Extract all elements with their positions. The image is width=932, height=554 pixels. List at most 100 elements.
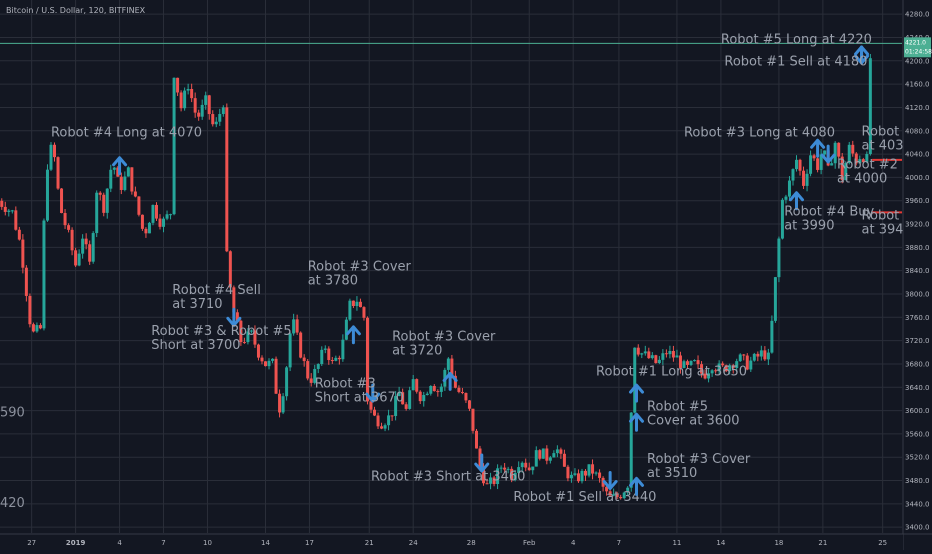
candle-body (752, 353, 756, 361)
candle-body (116, 167, 120, 177)
candle-body (591, 464, 595, 474)
candle-body (661, 353, 665, 360)
candle-body (313, 368, 317, 383)
candle-body (439, 386, 443, 392)
annotation-text: Robot #1 Sell at 3440 (513, 490, 656, 505)
arrow-head (810, 138, 826, 149)
annotation-text: Robot #3 Cover (392, 330, 496, 345)
candle-body (538, 450, 542, 459)
time-tick-label: 18 (774, 539, 783, 547)
candle-body (868, 58, 872, 155)
arrow-down-icon (226, 307, 242, 327)
annotation-text: at 3780 (308, 274, 358, 289)
candle-body (464, 392, 468, 401)
candle-body (654, 355, 658, 363)
annotation-text: Robot #3 & Robot #5 (151, 324, 291, 339)
candle-body (453, 375, 457, 388)
candle-body (126, 167, 130, 177)
price-tick-label: 4200.0 (905, 57, 930, 65)
candle-body (531, 466, 535, 471)
candle-body (292, 319, 296, 334)
price-tick-label: 3600.0 (905, 407, 930, 415)
candle-body (524, 462, 528, 468)
candle-body (830, 163, 834, 166)
time-tick-label: 14 (261, 539, 270, 547)
candle-body (193, 98, 197, 113)
arrow-head (345, 325, 361, 336)
candle-body (316, 364, 320, 369)
candle-body (320, 349, 324, 365)
annotation-text: Robot #4 Buy (784, 204, 874, 219)
candle-body (119, 176, 123, 190)
candle-body (309, 378, 313, 383)
candle-body (450, 358, 454, 376)
candle-body (837, 142, 841, 157)
candle-body (176, 77, 180, 93)
candle-body (823, 150, 827, 155)
candle-body (422, 395, 426, 402)
arrow-up-icon (789, 191, 805, 211)
candle-body (446, 358, 450, 370)
candle-body (721, 363, 725, 366)
candle-body (225, 107, 229, 252)
candle-body (415, 379, 419, 392)
candle-body (805, 173, 809, 186)
time-axis[interactable]: 27 2019 4 7 10 14 17 21 24 28 Feb 4 7 11 14 18 21 25 (0, 533, 932, 550)
candle-body (770, 320, 774, 353)
candle-body (682, 361, 686, 368)
candle-body (179, 92, 183, 109)
candle-body (295, 319, 299, 333)
candle-body (471, 408, 475, 431)
candle-body (246, 331, 250, 343)
candle-body (334, 357, 338, 361)
candlestick-series[interactable] (0, 53, 872, 500)
price-tick-label: 4120.0 (905, 104, 930, 112)
candle-body (510, 468, 514, 480)
annotation-text: at 3940 (862, 222, 912, 237)
candle-body (14, 210, 18, 230)
candle-body (576, 473, 580, 482)
candle-body (724, 365, 728, 372)
annotation-robot1-sell-3440: Robot #1 Sell at 3440 (513, 471, 656, 505)
annotation-text: Robot #5 (647, 400, 708, 415)
price-tick-label: 3880.0 (905, 244, 930, 252)
price-tick-label: 3400.0 (905, 524, 930, 532)
candle-body (580, 470, 584, 482)
candle-body (158, 218, 162, 227)
candle-body (517, 467, 521, 473)
candle-body (759, 350, 763, 357)
candle-body (851, 144, 855, 154)
price-tick-label: 3960.0 (905, 197, 930, 205)
candle-body (207, 95, 211, 115)
candle-body (390, 415, 394, 417)
annotation-text: Robot #3 Cover (308, 260, 412, 275)
candle-body (242, 342, 246, 344)
candle-body (204, 95, 208, 105)
candle-body (45, 169, 49, 221)
candle-body (221, 107, 225, 114)
candle-body (260, 357, 264, 362)
candle-body (21, 239, 25, 268)
candle-body (436, 391, 440, 393)
candle-body (541, 448, 545, 459)
time-tick-label: 4 (117, 539, 122, 547)
candle-body (425, 393, 429, 396)
price-tick-label: 3720.0 (905, 337, 930, 345)
arrow-down-icon (854, 45, 870, 65)
candle-body (457, 387, 461, 392)
candle-body (218, 113, 222, 122)
candle-body (351, 300, 355, 307)
candle-body (780, 199, 784, 239)
candle-body (84, 238, 88, 245)
candle-body (137, 196, 141, 215)
candle-body (520, 462, 524, 468)
arrow-head (628, 476, 644, 487)
price-axis[interactable]: 4280.04240.04200.04160.04120.04080.04040… (902, 0, 932, 550)
candle-body (232, 287, 236, 313)
candle-body (253, 330, 257, 345)
